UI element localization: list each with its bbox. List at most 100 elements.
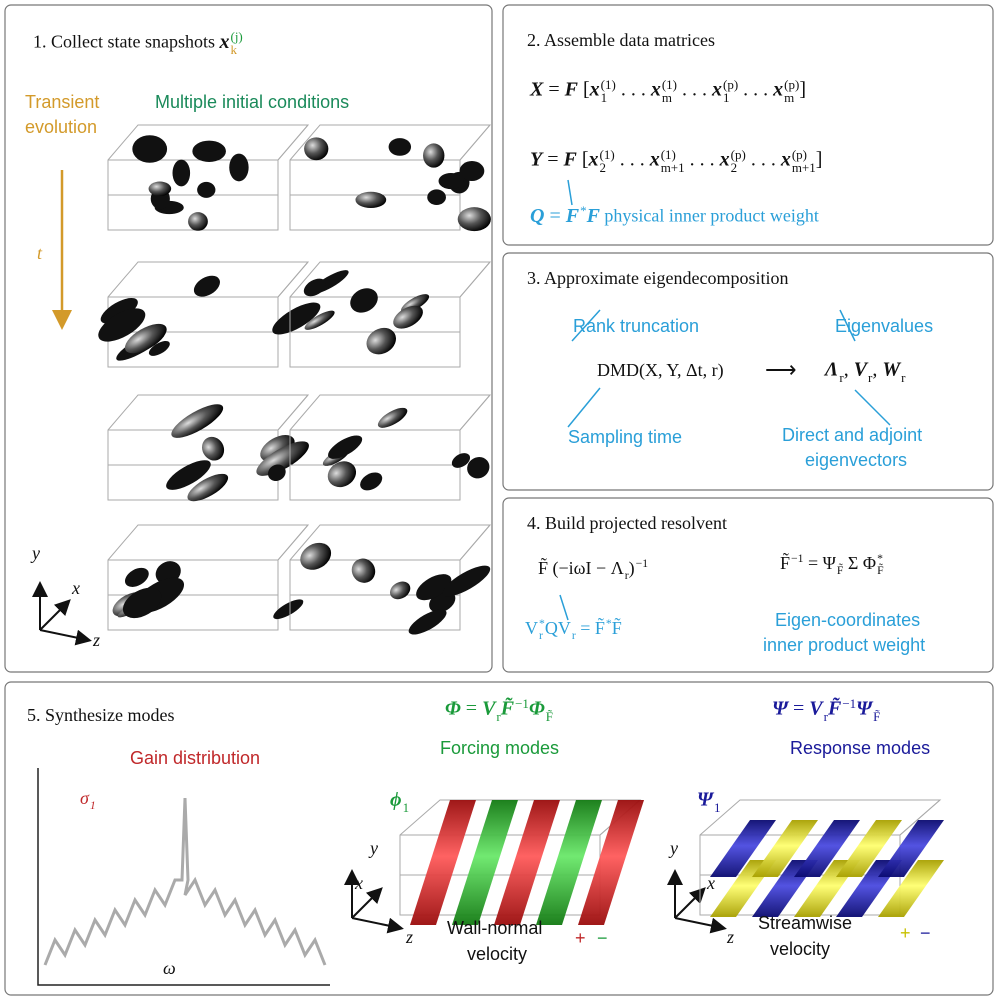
symbol: F bbox=[564, 149, 577, 171]
subscript: F̃ bbox=[873, 710, 880, 723]
figure: 1. Collect state snapshots x(j)k Transie… bbox=[0, 0, 996, 999]
panel-title: 4. Build projected resolvent bbox=[527, 513, 727, 534]
graphics bbox=[0, 0, 996, 999]
label: Streamwise bbox=[758, 913, 852, 934]
flow-structure bbox=[173, 160, 191, 187]
symbol: V bbox=[809, 698, 822, 720]
scripts: ​1 bbox=[403, 788, 410, 814]
axis-arrow bbox=[352, 890, 380, 918]
subscript: 2 bbox=[600, 161, 615, 174]
flow-structure bbox=[229, 154, 248, 182]
label: evolution bbox=[25, 117, 97, 138]
symbol: x bbox=[590, 79, 600, 101]
flow-structure bbox=[295, 537, 336, 575]
formula-text: . . . bbox=[616, 79, 651, 101]
snapshot-box bbox=[290, 525, 494, 639]
symbol: x bbox=[589, 149, 599, 171]
symbol: F̃ bbox=[828, 698, 841, 720]
symbol: F bbox=[566, 205, 579, 227]
scripts: (1)m+1 bbox=[661, 148, 685, 174]
flow-structure bbox=[197, 182, 215, 198]
formula-text: = bbox=[542, 149, 563, 171]
subscript: 1 bbox=[90, 800, 96, 812]
scripts: (j)k bbox=[230, 30, 242, 56]
symbol: X bbox=[530, 79, 543, 101]
flow-structure bbox=[149, 182, 172, 196]
symbol: Σ bbox=[848, 553, 858, 573]
connector bbox=[568, 388, 600, 427]
symbol: F̃ bbox=[612, 618, 622, 638]
symbol: F bbox=[565, 79, 578, 101]
symbol: F̃ bbox=[501, 698, 514, 720]
symbol: x bbox=[219, 31, 229, 53]
formula-text: = bbox=[461, 698, 482, 720]
flow-structure bbox=[188, 212, 208, 231]
formula-text: ] bbox=[799, 79, 806, 101]
scripts: (p)2 bbox=[731, 148, 746, 174]
axis-label: y bbox=[370, 838, 378, 859]
spacer: ​ bbox=[515, 710, 529, 723]
symbol: ϕ bbox=[390, 789, 402, 811]
flow-structure bbox=[192, 141, 226, 162]
subscript: 1 bbox=[601, 91, 616, 104]
spacer: ​ bbox=[636, 570, 648, 582]
subscript: k bbox=[230, 43, 242, 56]
symbol: Ψ bbox=[772, 698, 788, 720]
panel-title: 3. Approximate eigendecomposition bbox=[527, 268, 788, 289]
box-edge bbox=[290, 395, 490, 500]
formula-text: [ bbox=[578, 79, 590, 101]
scripts: −1​ bbox=[842, 697, 856, 723]
snapshot-box bbox=[108, 525, 308, 630]
symbol: Ψ bbox=[856, 698, 872, 720]
formula-text: ω bbox=[574, 558, 586, 578]
formula: Ψ = V​rF̃−1​Ψ​F̃ bbox=[772, 697, 880, 723]
box-edge bbox=[700, 800, 940, 835]
subscript: m+1 bbox=[661, 161, 685, 174]
flow-structure bbox=[355, 192, 386, 208]
axis-label: x bbox=[355, 873, 363, 894]
panel-title: 1. Collect state snapshots x(j)k bbox=[33, 30, 243, 56]
label: Eigen-coordinates bbox=[775, 610, 920, 631]
label: Eigenvalues bbox=[835, 316, 933, 337]
spacer: ​ bbox=[842, 710, 856, 723]
subscript: 1 bbox=[723, 91, 738, 104]
formula: F̃−1​ = Ψ​F̃ Σ Φ*F̃ bbox=[780, 553, 884, 577]
formula-text: = bbox=[788, 698, 809, 720]
formula-text: (−i bbox=[548, 558, 574, 578]
scripts: (p)m+1 bbox=[792, 148, 816, 174]
formula: Q = F*​F bbox=[530, 205, 600, 227]
formula: Φ = V​rF̃−1​Φ​F̃ bbox=[445, 697, 553, 723]
scripts: (1)2 bbox=[600, 148, 615, 174]
flow-structure bbox=[362, 323, 401, 360]
scripts: −1​ bbox=[515, 697, 529, 723]
subscript: r bbox=[901, 371, 905, 384]
subscript: 2 bbox=[731, 161, 746, 174]
formula-text: . . . bbox=[677, 79, 712, 101]
axis-label: y bbox=[32, 543, 40, 564]
subscript: F̃ bbox=[877, 565, 884, 577]
axis-label: z bbox=[406, 927, 413, 948]
formula-text: ] bbox=[816, 149, 823, 171]
axis-arrow bbox=[675, 890, 703, 918]
snapshot-box bbox=[108, 395, 313, 506]
label: Gain distribution bbox=[130, 748, 260, 769]
formula-text: , bbox=[872, 359, 882, 381]
arrow: ⟶ bbox=[765, 357, 797, 383]
subscript: 1 bbox=[714, 801, 721, 814]
axis-label: x bbox=[707, 873, 715, 894]
formula: Y = F [x(1)2 . . . x(1)m+1 . . . x(p)2 .… bbox=[530, 148, 822, 174]
formula: V*rQV​r = F̃*​F̃ bbox=[525, 618, 622, 642]
formula-text: . . . bbox=[738, 79, 773, 101]
formula-line: Q = F*​F physical inner product weight bbox=[530, 204, 819, 230]
panel-title: 2. Assemble data matrices bbox=[527, 30, 715, 51]
label: Transient bbox=[25, 92, 99, 113]
symbol: Y bbox=[666, 360, 677, 380]
formula-text: − bbox=[592, 558, 611, 578]
axis-arrow bbox=[40, 630, 88, 640]
symbol: Q bbox=[545, 618, 558, 638]
scripts: (p)m bbox=[784, 78, 799, 104]
axis-arrow bbox=[675, 918, 723, 928]
symbol: W bbox=[882, 359, 900, 381]
symbol: X bbox=[645, 360, 658, 380]
flow-structure bbox=[132, 135, 167, 163]
